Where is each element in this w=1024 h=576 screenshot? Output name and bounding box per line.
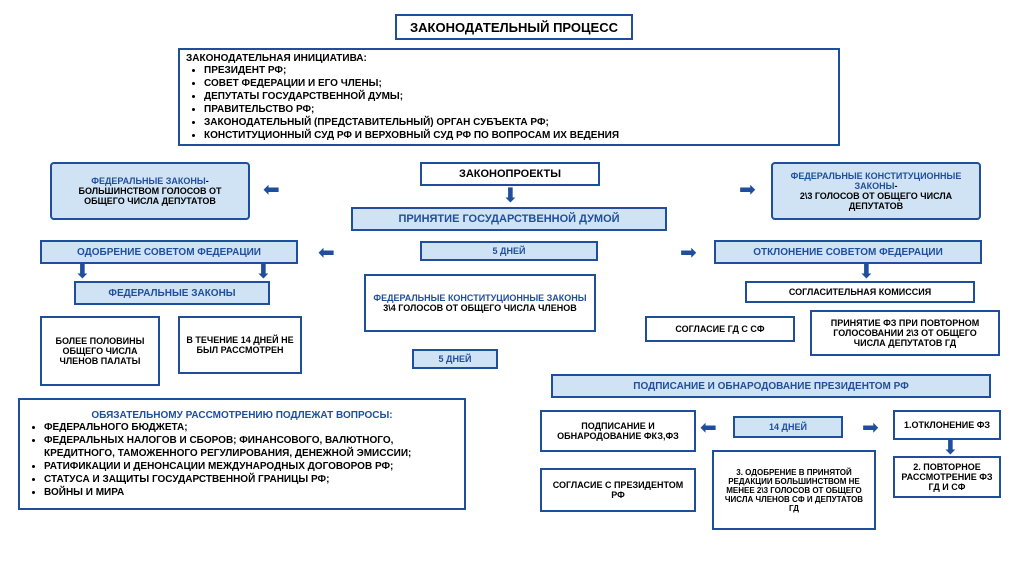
arrow-icon: ⬇ — [502, 186, 519, 206]
bills-box: ЗАКОНОПРОЕКТЫ — [420, 162, 600, 186]
rej-fz-box: 1.ОТКЛОНЕНИЕ ФЗ — [893, 410, 1001, 440]
title-box: ЗАКОНОДАТЕЛЬНЫЙ ПРОЦЕСС — [395, 14, 633, 40]
signing-box: ПОДПИСАНИЕ И ОБНАРОДОВАНИЕ ПРЕЗИДЕНТОМ Р… — [551, 374, 991, 398]
mandatory-list: ФЕДЕРАЛЬНОГО БЮДЖЕТА; ФЕДЕРАЛЬНЫХ НАЛОГО… — [26, 421, 458, 499]
mandatory-box: ОБЯЗАТЕЛЬНОМУ РАССМОТРЕНИЮ ПОДЛЕЖАТ ВОПР… — [18, 398, 466, 510]
fed-laws-box: ФЕДЕРАЛЬНЫЕ ЗАКОНЫ- БОЛЬШИНСТВОМ ГОЛОСОВ… — [50, 162, 250, 220]
adoption-box: ПРИНЯТИЕ ГОСУДАРСТВЕННОЙ ДУМОЙ — [351, 207, 667, 231]
repeat-vote-box: ПРИНЯТИЕ ФЗ ПРИ ПОВТОРНОМ ГОЛОСОВАНИИ 2\… — [810, 310, 1000, 356]
arrow-icon: ⬇ — [942, 438, 959, 458]
reject-sf-box: ОТКЛОНЕНИЕ СОВЕТОМ ФЕДЕРАЦИИ — [714, 240, 982, 264]
approve23-box: 3. ОДОБРЕНИЕ В ПРИНЯТОЙ РЕДАКЦИИ БОЛЬШИН… — [712, 450, 876, 530]
const-laws-34-box: ФЕДЕРАЛЬНЫЕ КОНСТИТУЦИОННЫЕ ЗАКОНЫ 3\4 Г… — [364, 274, 596, 332]
arrow-icon: ⬇ — [74, 262, 91, 282]
arrow-icon: ➡ — [862, 418, 879, 438]
days5-box: 5 ДНЕЙ — [420, 241, 598, 261]
agree-gd-sf-box: СОГЛАСИЕ ГД С СФ — [645, 316, 795, 342]
sign-fkz-box: ПОДПИСАНИЕ И ОБНАРОДОВАНИЕ ФКЗ,ФЗ — [540, 410, 696, 452]
arrow-icon: ⬅ — [318, 243, 335, 263]
days14-box: В ТЕЧЕНИЕ 14 ДНЕЙ НЕ БЫЛ РАССМОТРЕН — [178, 316, 302, 374]
arrow-icon: ⬅ — [263, 180, 280, 200]
initiative-box: ЗАКОНОДАТЕЛЬНАЯ ИНИЦИАТИВА: ПРЕЗИДЕНТ РФ… — [178, 48, 840, 146]
arrow-icon: ⬅ — [700, 418, 717, 438]
initiative-list: ПРЕЗИДЕНТ РФ; СОВЕТ ФЕДЕРАЦИИ И ЕГО ЧЛЕН… — [186, 64, 619, 142]
repeat2-box: 2. ПОВТОРНОЕ РАССМОТРЕНИЕ ФЗ ГД И СФ — [893, 456, 1001, 498]
con-comm-box: СОГЛАСИТЕЛЬНАЯ КОМИССИЯ — [745, 281, 975, 303]
const-laws-box: ФЕДЕРАЛЬНЫЕ КОНСТИТУЦИОННЫЕ ЗАКОНЫ- 2\3 … — [771, 162, 981, 220]
arrow-icon: ⬇ — [255, 262, 272, 282]
d14-box: 14 ДНЕЙ — [733, 416, 843, 438]
arrow-icon: ➡ — [680, 243, 697, 263]
fed-laws-simple-box: ФЕДЕРАЛЬНЫЕ ЗАКОНЫ — [74, 281, 270, 305]
arrow-icon: ➡ — [739, 180, 756, 200]
days5b-box: 5 ДНЕЙ — [412, 349, 498, 369]
title-text: ЗАКОНОДАТЕЛЬНЫЙ ПРОЦЕСС — [410, 20, 618, 35]
initiative-heading: ЗАКОНОДАТЕЛЬНАЯ ИНИЦИАТИВА: — [186, 53, 367, 64]
half-members-box: БОЛЕЕ ПОЛОВИНЫ ОБЩЕГО ЧИСЛА ЧЛЕНОВ ПАЛАТ… — [40, 316, 160, 386]
arrow-icon: ⬇ — [858, 262, 875, 282]
agree-pres-box: СОГЛАСИЕ С ПРЕЗИДЕНТОМ РФ — [540, 468, 696, 512]
